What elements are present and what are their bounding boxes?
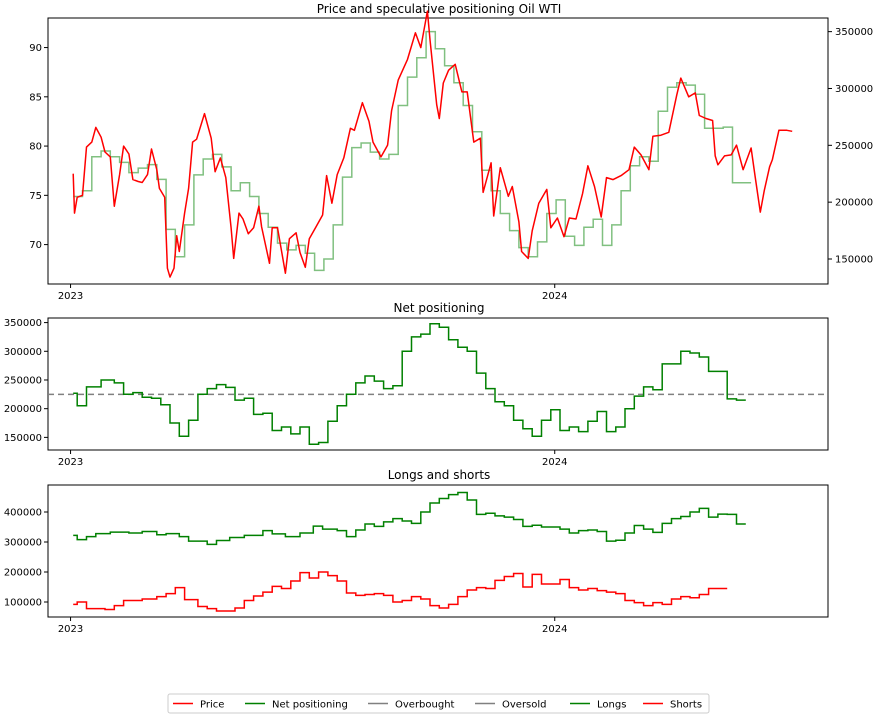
- y-tick-label: 70: [29, 240, 42, 251]
- y-tick-label: 150000: [4, 433, 42, 444]
- panel-longs-shorts-series: [73, 491, 746, 612]
- legend-label: Overbought: [395, 700, 455, 711]
- y-tick-label: 400000: [4, 508, 42, 519]
- y-tick-label: 350000: [4, 318, 42, 329]
- panel-price-right-ticks: 150000 200000 250000 300000 350000: [828, 27, 873, 265]
- legend-box: [167, 693, 710, 714]
- y-tick-label: 200000: [4, 404, 42, 415]
- legend-label: Shorts: [670, 700, 702, 711]
- legend-label: Oversold: [502, 700, 547, 711]
- panel-net-series: [48, 322, 828, 446]
- series-shorts-line: [73, 571, 728, 612]
- panel-longs-shorts-title: Longs and shorts: [388, 468, 491, 482]
- y-tick-label: 300000: [4, 347, 42, 358]
- y-tick-label: 75: [29, 191, 42, 202]
- panel-longs-shorts-y-ticks: 100000 200000 300000 400000: [4, 508, 48, 609]
- y-tick-label: 90: [29, 43, 42, 54]
- panel-price-x-ticks: 2023 2024: [58, 284, 567, 302]
- panel-net-x-ticks: 2023 2024: [58, 450, 567, 468]
- panel-price-left-ticks: 70 75 80 85 90: [29, 43, 48, 251]
- legend-label: Net positioning: [272, 700, 348, 711]
- y-right-tick-label: 350000: [835, 27, 873, 38]
- panel-price-series: [72, 10, 793, 278]
- panel-longs-shorts-frame: [47, 484, 829, 618]
- panel-price-title: Price and speculative positioning Oil WT…: [317, 2, 562, 16]
- y-right-tick-label: 150000: [835, 254, 873, 265]
- series-longs-line: [73, 491, 746, 546]
- x-tick-label: 2023: [58, 291, 83, 302]
- x-tick-label: 2024: [542, 624, 567, 635]
- y-tick-label: 80: [29, 142, 42, 153]
- panel-price-frame: [47, 17, 829, 285]
- y-tick-label: 100000: [4, 598, 42, 609]
- x-tick-label: 2024: [542, 457, 567, 468]
- y-tick-label: 85: [29, 92, 42, 103]
- y-right-tick-label: 300000: [835, 84, 873, 95]
- x-tick-label: 2023: [58, 624, 83, 635]
- panel-longs-shorts-x-ticks: 2023 2024: [58, 617, 567, 635]
- panel-net: Net positioning 150000 200000 250000 300000…: [4, 301, 829, 468]
- x-tick-label: 2023: [58, 457, 83, 468]
- y-tick-label: 300000: [4, 538, 42, 549]
- y-right-tick-label: 200000: [835, 198, 873, 209]
- series-price-line: [72, 10, 793, 278]
- y-tick-label: 250000: [4, 375, 42, 386]
- panel-longs-shorts: Longs and shorts 100000 200000 300000 40000…: [4, 468, 829, 635]
- y-right-tick-label: 250000: [835, 141, 873, 152]
- legend-items: Price Net positioning Overbought Oversold Lo…: [173, 700, 702, 711]
- y-tick-label: 200000: [4, 568, 42, 579]
- panel-net-title: Net positioning: [394, 301, 485, 315]
- legend: Price Net positioning Overbought Oversold Lo…: [167, 693, 710, 714]
- panel-net-y-ticks: 150000 200000 250000 300000 350000: [4, 318, 48, 444]
- series-net-positioning-line: [73, 322, 746, 446]
- legend-label: Price: [200, 700, 224, 711]
- panel-price: Price and speculative positioning Oil WT…: [29, 2, 873, 302]
- series-longs-line: [73, 30, 752, 272]
- x-tick-label: 2024: [542, 291, 567, 302]
- legend-label: Longs: [597, 700, 626, 711]
- panel-net-frame: [47, 317, 829, 451]
